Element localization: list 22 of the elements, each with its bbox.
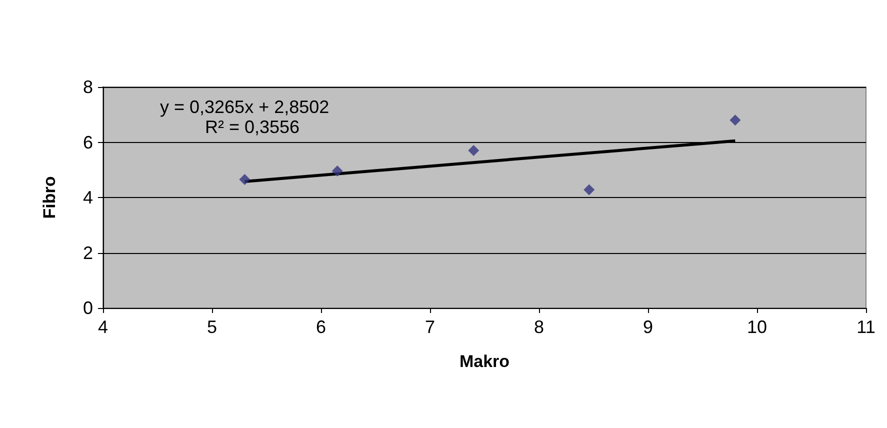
x-tick-label: 11 — [856, 317, 876, 337]
point — [468, 145, 480, 156]
y-tick-label: 4 — [82, 188, 93, 208]
y-axis-title: Fibro — [40, 176, 59, 219]
point — [730, 114, 741, 126]
point — [239, 174, 250, 186]
y-tick-label: 0 — [82, 298, 93, 318]
annotation: R² = 0,3556 — [205, 117, 300, 137]
x-tick-label: 5 — [206, 317, 218, 337]
point — [332, 165, 343, 176]
y-tick-label: 2 — [82, 242, 93, 263]
x-tick-label: 10 — [746, 317, 768, 337]
x-tick-label: 7 — [424, 317, 436, 337]
x-tick-label: 6 — [316, 317, 326, 337]
x-axis-title: Makro — [459, 352, 510, 371]
x-tick-label: 4 — [98, 317, 108, 337]
y-tick-label: 6 — [82, 132, 93, 152]
annotation: y = 0,3265x + 2,8502 — [160, 97, 330, 117]
x-tick-label: 9 — [642, 317, 654, 337]
y-tick-label: 8 — [82, 77, 93, 97]
point — [584, 184, 595, 196]
x-tick-label: 8 — [534, 317, 544, 337]
